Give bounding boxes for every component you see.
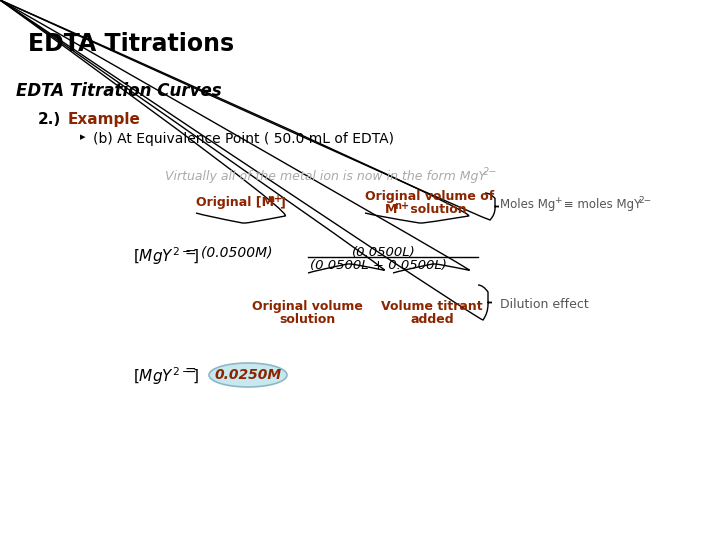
Text: solution: solution <box>279 313 335 326</box>
Ellipse shape <box>209 363 287 387</box>
Text: 2.): 2.) <box>38 112 61 127</box>
Text: Original [M: Original [M <box>196 196 274 209</box>
Text: ≡ moles MgY: ≡ moles MgY <box>560 198 642 211</box>
Text: solution: solution <box>406 203 467 216</box>
Text: Dilution effect: Dilution effect <box>500 298 589 311</box>
Text: 0.0250M: 0.0250M <box>215 368 282 382</box>
Text: Volume titrant: Volume titrant <box>381 300 483 313</box>
Text: 2−: 2− <box>638 196 651 205</box>
Text: $[MgY^{2-}]$: $[MgY^{2-}]$ <box>133 365 199 387</box>
Text: 2−: 2− <box>483 167 498 177</box>
Text: =: = <box>185 365 197 379</box>
Text: (b) At Equivalence Point ( 50.0 mL of EDTA): (b) At Equivalence Point ( 50.0 mL of ED… <box>93 132 394 146</box>
Text: n+: n+ <box>267 194 282 204</box>
Text: Original volume: Original volume <box>251 300 362 313</box>
Text: +: + <box>554 196 562 205</box>
Text: added: added <box>410 313 454 326</box>
Text: (0.0500L + 0.0500L): (0.0500L + 0.0500L) <box>310 259 447 272</box>
Text: M: M <box>385 203 397 216</box>
Text: ]: ] <box>279 196 285 209</box>
Text: = (0.0500M): = (0.0500M) <box>185 245 272 259</box>
Text: (0.0500L): (0.0500L) <box>352 246 415 259</box>
Text: Example: Example <box>68 112 141 127</box>
Text: EDTA Titrations: EDTA Titrations <box>28 32 234 56</box>
Text: $[MgY^{2-}]$: $[MgY^{2-}]$ <box>133 245 199 267</box>
Text: Moles Mg: Moles Mg <box>500 198 555 211</box>
Text: n+: n+ <box>394 201 409 211</box>
Text: ▸: ▸ <box>80 132 86 142</box>
Text: Virtually all of the metal ion is now in the form MgY: Virtually all of the metal ion is now in… <box>165 170 486 183</box>
Text: Original volume of: Original volume of <box>365 190 494 203</box>
Text: EDTA Titration Curves: EDTA Titration Curves <box>16 82 222 100</box>
